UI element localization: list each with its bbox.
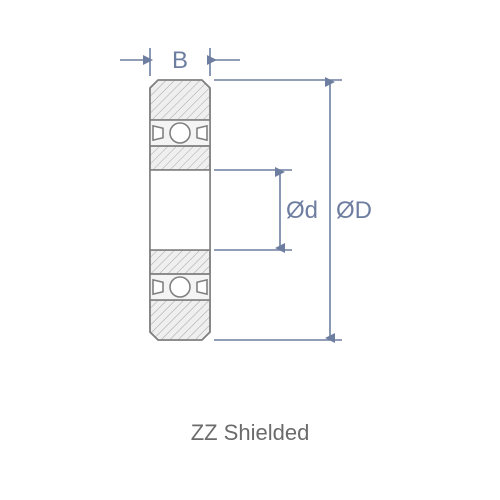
caption-text: ZZ Shielded [0, 420, 500, 446]
diagram-stage: B Ød ØD ZZ Shielded [0, 0, 500, 500]
dim-label-bore: Ød [286, 197, 318, 224]
dim-label-width: B [172, 47, 188, 74]
bearing-body [150, 80, 210, 340]
dim-label-outer: ØD [336, 197, 372, 224]
